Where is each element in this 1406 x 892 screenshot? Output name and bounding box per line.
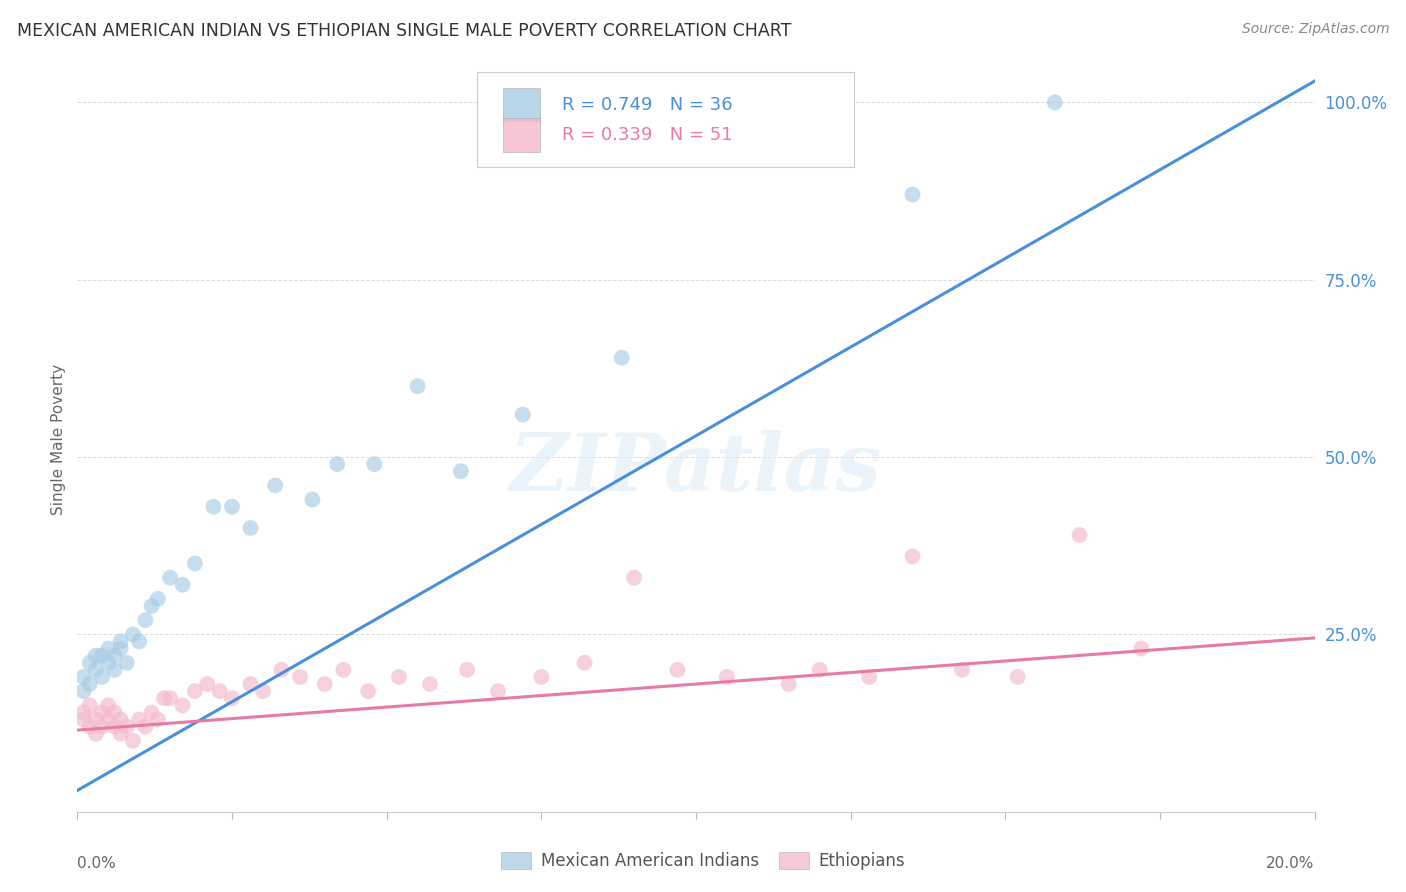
- Point: [91, 670, 114, 684]
- Point: [778, 677, 800, 691]
- Point: [486, 684, 509, 698]
- Point: [146, 591, 169, 606]
- Point: [128, 713, 150, 727]
- Point: [141, 706, 163, 720]
- Point: [72, 706, 94, 720]
- Point: [184, 684, 207, 698]
- FancyBboxPatch shape: [477, 72, 855, 168]
- Text: Source: ZipAtlas.com: Source: ZipAtlas.com: [1241, 22, 1389, 37]
- Point: [172, 698, 194, 713]
- Point: [314, 677, 336, 691]
- Point: [195, 677, 218, 691]
- Point: [950, 663, 973, 677]
- Point: [103, 648, 125, 663]
- Point: [301, 492, 323, 507]
- Point: [84, 713, 107, 727]
- Point: [623, 571, 645, 585]
- Point: [264, 478, 287, 492]
- Point: [103, 720, 125, 734]
- Point: [221, 500, 243, 514]
- Point: [84, 663, 107, 677]
- Point: [288, 670, 311, 684]
- Point: [610, 351, 633, 365]
- Point: [716, 670, 738, 684]
- Point: [1007, 670, 1029, 684]
- Point: [530, 670, 553, 684]
- Point: [901, 549, 924, 564]
- Point: [134, 613, 156, 627]
- Point: [122, 733, 145, 747]
- Point: [1043, 95, 1066, 110]
- Point: [103, 663, 125, 677]
- Point: [184, 557, 207, 571]
- Point: [134, 720, 156, 734]
- Text: R = 0.749   N = 36: R = 0.749 N = 36: [562, 95, 733, 113]
- Point: [208, 684, 231, 698]
- FancyBboxPatch shape: [503, 119, 540, 152]
- Y-axis label: Single Male Poverty: Single Male Poverty: [51, 364, 66, 515]
- Point: [84, 648, 107, 663]
- Point: [666, 663, 689, 677]
- Point: [103, 706, 125, 720]
- Point: [141, 599, 163, 613]
- Point: [72, 713, 94, 727]
- Point: [172, 578, 194, 592]
- Point: [202, 500, 225, 514]
- Point: [91, 706, 114, 720]
- Point: [363, 457, 385, 471]
- Point: [110, 641, 132, 656]
- Point: [79, 698, 101, 713]
- Point: [456, 663, 478, 677]
- Point: [115, 720, 138, 734]
- Point: [239, 677, 262, 691]
- Point: [110, 727, 132, 741]
- Point: [110, 634, 132, 648]
- Point: [72, 684, 94, 698]
- Point: [270, 663, 292, 677]
- Point: [901, 187, 924, 202]
- Point: [252, 684, 274, 698]
- Point: [128, 634, 150, 648]
- Point: [574, 656, 596, 670]
- Point: [97, 698, 120, 713]
- Text: ZIPatlas: ZIPatlas: [510, 430, 882, 508]
- Point: [450, 464, 472, 478]
- Point: [1130, 641, 1153, 656]
- Point: [79, 677, 101, 691]
- Point: [326, 457, 349, 471]
- Point: [97, 656, 120, 670]
- Point: [84, 727, 107, 741]
- Point: [159, 571, 181, 585]
- Legend: Mexican American Indians, Ethiopians: Mexican American Indians, Ethiopians: [494, 845, 912, 877]
- Text: MEXICAN AMERICAN INDIAN VS ETHIOPIAN SINGLE MALE POVERTY CORRELATION CHART: MEXICAN AMERICAN INDIAN VS ETHIOPIAN SIN…: [17, 22, 792, 40]
- Point: [332, 663, 354, 677]
- Point: [97, 713, 120, 727]
- Point: [91, 648, 114, 663]
- Point: [153, 691, 176, 706]
- Point: [1069, 528, 1091, 542]
- Point: [406, 379, 429, 393]
- Text: R = 0.339   N = 51: R = 0.339 N = 51: [562, 126, 733, 144]
- Point: [357, 684, 380, 698]
- Point: [221, 691, 243, 706]
- Point: [388, 670, 411, 684]
- Point: [79, 656, 101, 670]
- Point: [146, 713, 169, 727]
- Text: 0.0%: 0.0%: [77, 856, 117, 871]
- Point: [122, 627, 145, 641]
- Point: [159, 691, 181, 706]
- Point: [239, 521, 262, 535]
- Point: [72, 670, 94, 684]
- Point: [858, 670, 880, 684]
- Point: [115, 656, 138, 670]
- Point: [419, 677, 441, 691]
- Point: [110, 713, 132, 727]
- FancyBboxPatch shape: [503, 87, 540, 121]
- Point: [512, 408, 534, 422]
- Point: [79, 720, 101, 734]
- Text: 20.0%: 20.0%: [1267, 856, 1315, 871]
- Point: [91, 720, 114, 734]
- Point: [808, 663, 831, 677]
- Point: [97, 641, 120, 656]
